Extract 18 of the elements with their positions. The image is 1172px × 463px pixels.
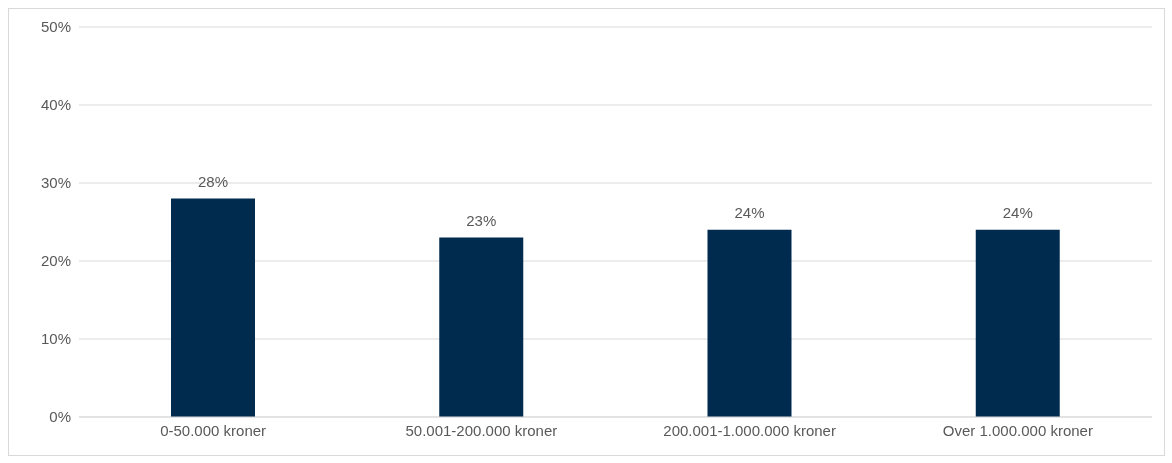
bar — [975, 229, 1060, 417]
y-tick-label: 0% — [49, 408, 71, 426]
bar — [439, 237, 524, 417]
x-tick-label: 200.001-1.000.000 kroner — [663, 421, 836, 439]
x-tick-label: Over 1.000.000 kroner — [942, 421, 1093, 439]
bar — [707, 229, 792, 417]
data-label: 23% — [466, 211, 497, 229]
y-tick-label: 10% — [40, 330, 71, 348]
y-tick-label: 50% — [40, 18, 71, 36]
data-label: 28% — [197, 172, 229, 190]
data-label: 24% — [734, 203, 765, 221]
x-tick-label: 50.001-200.000 kroner — [405, 421, 558, 439]
x-tick-label: 0-50.000 kroner — [160, 421, 267, 439]
bar — [171, 198, 255, 417]
y-tick-label: 30% — [40, 174, 71, 192]
data-label: 24% — [1002, 203, 1033, 221]
y-tick-label: 40% — [40, 96, 71, 114]
y-tick-label: 20% — [40, 252, 71, 270]
